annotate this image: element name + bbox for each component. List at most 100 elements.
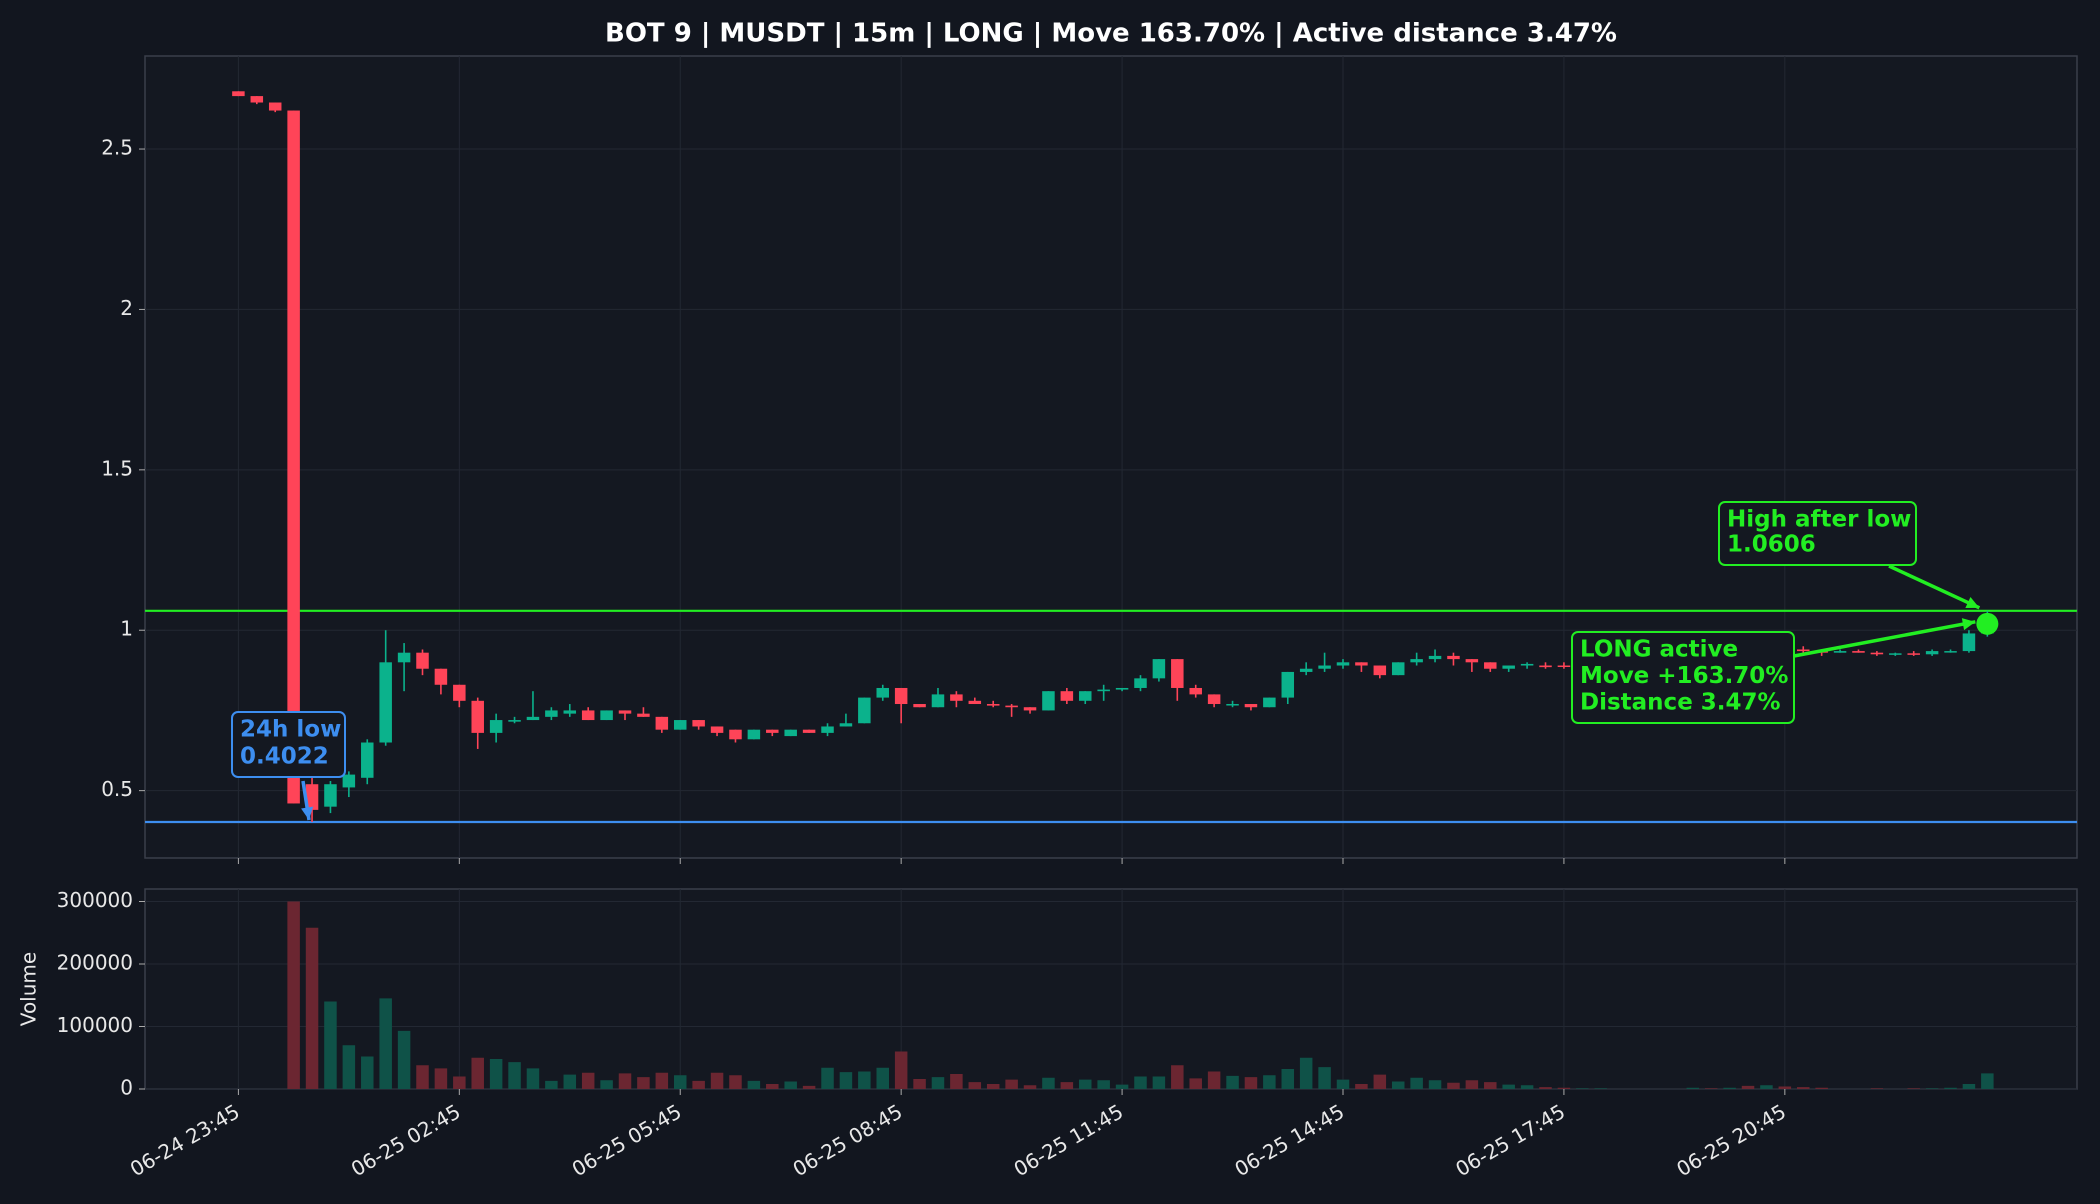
volume-bar (1410, 1077, 1423, 1089)
volume-bar (637, 1077, 650, 1089)
volume-bar (508, 1062, 521, 1089)
candle-body (1207, 694, 1221, 705)
volume-bar (489, 1059, 503, 1089)
candle-body (1373, 665, 1387, 676)
y-tick-label: 100000 (57, 1013, 133, 1037)
candle-body (379, 662, 392, 743)
volume-bar (894, 1051, 908, 1089)
candle-body (673, 720, 687, 730)
candle-body (931, 694, 945, 708)
volume-bar (1870, 1088, 1884, 1089)
volume-bar (526, 1068, 540, 1089)
candle-body (894, 687, 908, 705)
candle-body (729, 729, 742, 740)
volume-bar (950, 1074, 963, 1089)
volume-bar (986, 1084, 1000, 1089)
candle-body (232, 91, 245, 97)
candle-body (305, 784, 319, 810)
volume-bar (784, 1081, 797, 1089)
candle-body (1244, 704, 1258, 708)
volume-bar (913, 1079, 926, 1089)
candle-body (1318, 665, 1331, 669)
volume-bar (1299, 1057, 1313, 1089)
candle-body (1944, 651, 1957, 653)
candle-body (1428, 655, 1442, 660)
volume-bar (1815, 1087, 1828, 1089)
candle-body (1962, 633, 1976, 652)
candle-body (913, 704, 926, 708)
volume-bar (858, 1071, 871, 1089)
volume-bar (618, 1073, 632, 1089)
volume-axis-label: Volume (17, 952, 41, 1026)
annotation-text: Distance 3.47% (1580, 690, 1781, 716)
volume-bar (1318, 1067, 1331, 1089)
candle-body (618, 710, 632, 714)
high-annotation-box (1718, 501, 1917, 566)
volume-panel (144, 888, 2078, 1090)
volume-bar (821, 1067, 834, 1089)
candle-body (876, 687, 889, 698)
candle-body (1447, 655, 1460, 660)
volume-bar (379, 998, 392, 1089)
y-tick-label: 300000 (57, 888, 133, 912)
candle-body (1410, 659, 1423, 663)
volume-bar (1502, 1084, 1515, 1089)
low-arrow-head (301, 806, 314, 821)
candle-body (324, 784, 337, 807)
candle-body (710, 726, 724, 733)
candle-body (1042, 691, 1055, 711)
annotation-text: Move +163.70% (1580, 663, 1788, 689)
volume-bar (545, 1080, 558, 1089)
long-arrow (1793, 620, 1976, 658)
candle-body (1391, 662, 1405, 676)
volume-bar (839, 1072, 853, 1089)
candle-body (1226, 704, 1239, 706)
long-annotation-box (1571, 631, 1795, 724)
candle-body (342, 774, 356, 788)
candle-body (1833, 651, 1847, 653)
volume-bar (1539, 1087, 1552, 1089)
candle-body (600, 710, 613, 721)
volume-bar (1962, 1084, 1976, 1089)
y-tick-label: 1.5 (101, 456, 133, 480)
volume-bar (453, 1076, 466, 1089)
volume-bar (563, 1074, 577, 1089)
candle-body (268, 102, 282, 111)
volume-bar (1355, 1084, 1368, 1089)
annotation-value: 0.4022 (240, 744, 329, 770)
volume-bar (1484, 1082, 1497, 1089)
candle-body (361, 742, 374, 778)
candle-body (1870, 652, 1884, 655)
candle-body (821, 726, 834, 733)
volume-bar (471, 1057, 484, 1089)
volume-bar (876, 1067, 889, 1089)
volume-bar (1686, 1087, 1700, 1089)
candle-body (508, 720, 521, 722)
volume-bar (710, 1072, 724, 1089)
volume-bar (1226, 1075, 1239, 1089)
candle-body (1336, 662, 1350, 666)
candle-body (581, 710, 595, 721)
volume-bar (766, 1084, 779, 1089)
candle-body (1005, 705, 1018, 708)
candle-body (1299, 668, 1313, 672)
candle-body (1797, 649, 1810, 652)
volume-bar (1152, 1076, 1166, 1089)
volume-bar (1925, 1088, 1939, 1089)
candle-body (1263, 697, 1276, 708)
high-arrow (1888, 564, 1981, 610)
candle-body (1097, 689, 1110, 692)
candle-body (489, 720, 503, 733)
volume-bar (1391, 1081, 1405, 1089)
low-annotation-box (231, 711, 346, 778)
volume-bar (1005, 1079, 1018, 1089)
annotation-text: LONG active (1580, 637, 1738, 663)
candle-body (858, 697, 871, 724)
volume-bar (1134, 1076, 1147, 1089)
annotation-text: High after low (1727, 507, 1911, 533)
candle-body (1355, 662, 1368, 666)
volume-bar (581, 1072, 595, 1089)
volume-bar (1557, 1087, 1571, 1089)
candle-body (802, 729, 816, 733)
volume-bar (342, 1045, 356, 1089)
